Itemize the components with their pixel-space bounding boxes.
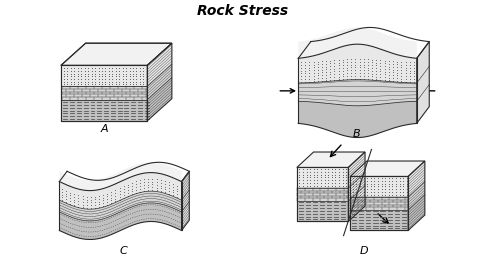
Polygon shape: [147, 43, 171, 87]
Polygon shape: [181, 171, 189, 230]
Polygon shape: [296, 168, 348, 221]
Polygon shape: [349, 161, 424, 176]
Polygon shape: [59, 173, 181, 240]
Polygon shape: [349, 197, 408, 210]
Polygon shape: [59, 162, 181, 191]
Polygon shape: [416, 42, 428, 123]
Polygon shape: [408, 181, 424, 210]
Polygon shape: [296, 168, 348, 188]
Polygon shape: [298, 80, 416, 106]
Polygon shape: [59, 191, 181, 221]
Polygon shape: [408, 195, 424, 230]
Polygon shape: [348, 173, 364, 201]
Polygon shape: [349, 176, 408, 230]
Polygon shape: [298, 101, 416, 137]
Text: C: C: [120, 246, 127, 256]
Polygon shape: [147, 78, 171, 121]
Polygon shape: [61, 65, 147, 87]
Polygon shape: [61, 43, 171, 65]
Polygon shape: [296, 152, 364, 168]
Polygon shape: [348, 185, 364, 221]
Polygon shape: [296, 188, 348, 201]
Text: A: A: [100, 124, 107, 135]
Polygon shape: [298, 27, 416, 58]
Polygon shape: [59, 203, 181, 240]
Polygon shape: [348, 152, 364, 188]
Polygon shape: [59, 173, 181, 209]
Text: D: D: [359, 246, 367, 256]
Polygon shape: [298, 44, 416, 137]
Polygon shape: [61, 100, 147, 121]
Polygon shape: [349, 176, 408, 197]
Polygon shape: [61, 65, 147, 121]
Polygon shape: [296, 201, 348, 221]
Text: B: B: [352, 129, 360, 139]
Polygon shape: [408, 161, 424, 197]
Polygon shape: [349, 210, 408, 230]
Polygon shape: [147, 64, 171, 100]
Text: Rock Stress: Rock Stress: [197, 4, 287, 18]
Polygon shape: [298, 44, 416, 83]
Polygon shape: [61, 87, 147, 100]
